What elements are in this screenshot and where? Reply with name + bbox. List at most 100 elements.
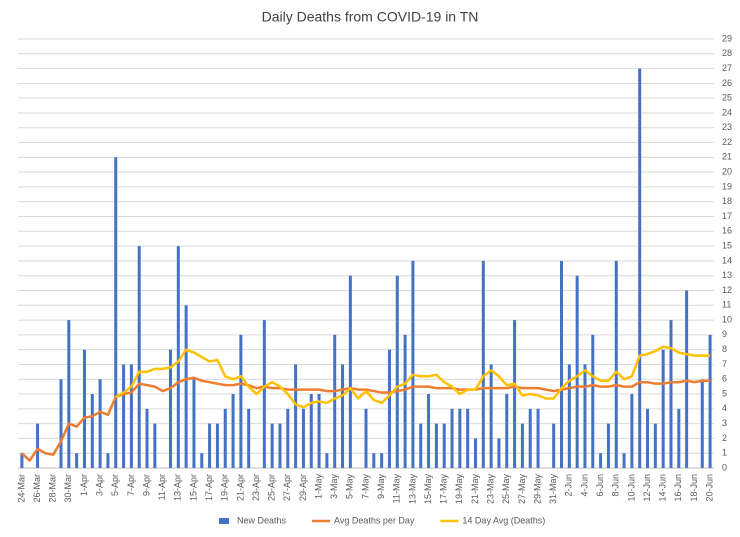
x-tick-label: 2-Jun <box>564 474 574 497</box>
x-tick-label: 27-Apr <box>282 474 292 501</box>
bar <box>411 260 415 468</box>
bar <box>419 423 423 468</box>
bar <box>262 320 266 468</box>
line <box>115 345 711 409</box>
bar <box>661 349 665 468</box>
bar <box>348 275 352 468</box>
bar <box>333 334 337 468</box>
bar <box>137 246 141 468</box>
y-tick-label: 15 <box>722 240 732 250</box>
y-tick-label: 18 <box>722 196 732 206</box>
x-tick-label: 20-Jun <box>704 474 714 502</box>
y-tick-label: 12 <box>722 285 732 295</box>
bar <box>75 453 79 468</box>
y-tick-label: 9 <box>722 329 727 339</box>
bar <box>481 260 485 468</box>
x-tick-label: 9-May <box>376 474 386 500</box>
bar <box>278 423 282 468</box>
y-tick-label: 0 <box>722 462 727 472</box>
bar <box>442 423 446 468</box>
x-tick-label: 4-Jun <box>579 474 589 497</box>
y-tick-label: 22 <box>722 137 732 147</box>
bar <box>192 379 196 468</box>
bar <box>473 438 477 468</box>
x-tick-label: 11-Apr <box>157 474 167 500</box>
y-tick-label: 24 <box>722 107 732 117</box>
bar <box>36 423 40 468</box>
bar <box>638 68 642 468</box>
x-tick-label: 15-May <box>423 474 433 505</box>
x-tick-label: 7-May <box>360 474 370 500</box>
x-tick-label: 25-May <box>501 474 511 505</box>
x-tick-label: 1-May <box>313 474 323 500</box>
x-tick-label: 25-Apr <box>267 474 277 501</box>
bar <box>653 423 657 468</box>
x-tick-label: 18-Jun <box>689 474 699 502</box>
bar <box>231 394 235 468</box>
x-tick-label: 13-May <box>407 474 417 505</box>
bar <box>387 349 391 468</box>
bar <box>489 364 493 468</box>
bar <box>364 408 368 468</box>
y-tick-label: 11 <box>722 300 731 310</box>
bar <box>145 408 149 468</box>
legend-label: Avg Deaths per Day <box>334 515 415 525</box>
x-tick-label: 11-May <box>392 474 402 504</box>
bar <box>450 408 454 468</box>
x-tick-label: 5-Apr <box>110 474 120 496</box>
y-tick-label: 16 <box>722 226 732 236</box>
bar <box>497 438 501 468</box>
bar <box>90 394 94 468</box>
x-tick-label: 30-Mar <box>63 474 73 503</box>
y-tick-label: 5 <box>722 388 727 398</box>
y-tick-label: 17 <box>722 211 732 221</box>
x-tick-label: 7-Apr <box>126 474 136 496</box>
x-tick-label: 13-Apr <box>173 474 183 501</box>
y-tick-label: 29 <box>722 33 732 43</box>
legend-label: 14 Day Avg (Deaths) <box>462 515 545 525</box>
x-tick-label: 17-Apr <box>204 474 214 501</box>
x-tick-label: 21-May <box>470 474 480 505</box>
x-tick-label: 29-May <box>532 474 542 505</box>
x-tick-label: 19-May <box>454 474 464 505</box>
bar <box>567 364 571 468</box>
bar <box>505 394 509 468</box>
y-tick-label: 6 <box>722 374 727 384</box>
bar <box>685 290 689 468</box>
chart-title: Daily Deaths from COVID-19 in TN <box>262 9 479 25</box>
x-tick-label: 8-Jun <box>611 474 621 497</box>
bar <box>372 453 376 468</box>
bar <box>129 364 133 468</box>
x-tick-label: 28-Mar <box>48 474 58 503</box>
bar <box>223 408 227 468</box>
x-tick-label: 24-Mar <box>16 474 26 503</box>
x-tick-label: 14-Jun <box>658 474 668 502</box>
y-tick-label: 28 <box>722 48 732 58</box>
y-tick-label: 13 <box>722 270 732 280</box>
y-tick-label: 2 <box>722 433 727 443</box>
x-tick-label: 16-Jun <box>673 474 683 502</box>
bar <box>294 364 298 468</box>
y-tick-label: 10 <box>722 314 732 324</box>
x-tick-label: 23-Apr <box>251 474 261 501</box>
y-tick-label: 20 <box>722 167 732 177</box>
bar <box>67 320 71 468</box>
y-tick-label: 26 <box>722 78 732 88</box>
bar <box>614 260 618 468</box>
x-tick-label: 27-May <box>517 474 527 505</box>
x-tick-label: 10-Jun <box>626 474 636 502</box>
line <box>21 376 711 462</box>
bar <box>82 349 86 468</box>
x-tick-label: 3-May <box>329 474 339 500</box>
x-tick-label: 5-May <box>345 474 355 500</box>
x-tick-label: 3-Apr <box>94 474 104 496</box>
x-tick-label: 31-May <box>548 474 558 505</box>
bar <box>708 334 712 468</box>
bar <box>583 364 587 468</box>
bar <box>520 423 524 468</box>
y-tick-label: 8 <box>722 344 727 354</box>
bar <box>622 453 626 468</box>
x-tick-label: 29-Apr <box>298 474 308 501</box>
bar <box>168 349 172 468</box>
